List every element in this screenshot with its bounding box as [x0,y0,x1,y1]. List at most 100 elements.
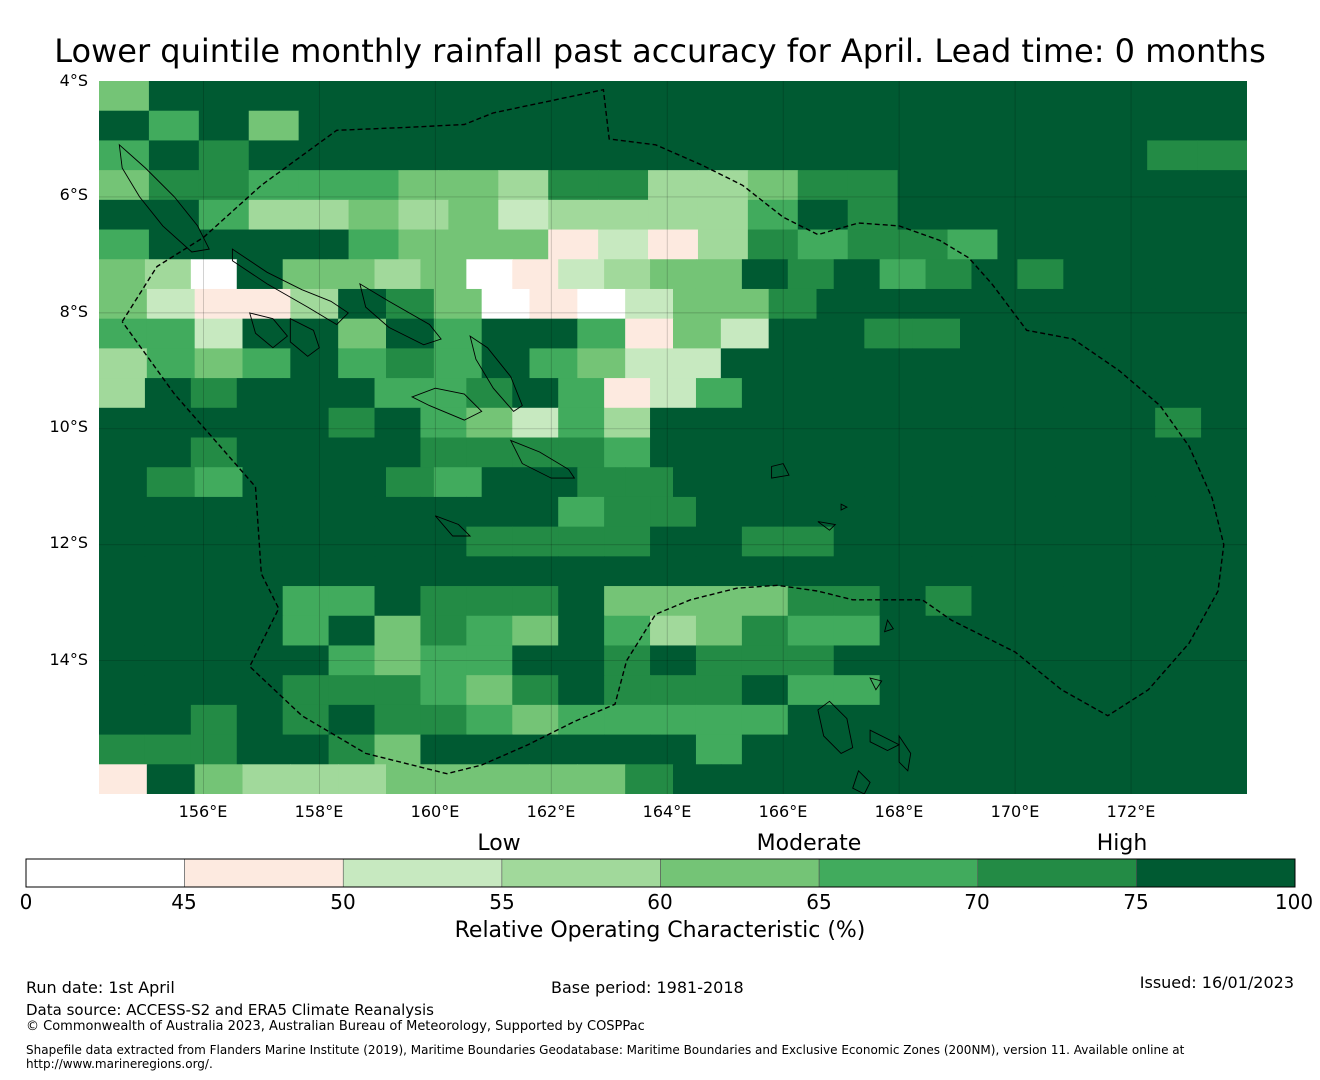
grid-cell [879,259,927,290]
grid-cell [433,467,483,498]
grid-cell [1199,348,1247,379]
grid-cell [1017,556,1064,587]
grid-cell [498,199,549,231]
grid-cell [374,645,422,676]
grid-cell [1017,704,1064,736]
grid-cell [144,556,192,587]
grid-cell [1147,199,1198,231]
grid-cell [198,199,250,231]
grid-cell [879,586,927,617]
grid-cell [290,288,339,320]
grid-cell [448,140,499,171]
grid-cell [997,81,1048,112]
grid-cell [1109,586,1156,617]
grid-cell [1155,526,1202,557]
grid-cell [741,407,789,439]
grid-cell [1155,645,1202,676]
island-coastline [434,515,472,537]
grid-cell [971,645,1018,676]
grid-cell [298,140,350,171]
grid-cell [558,675,605,706]
grid-cell [398,229,449,260]
grid-cell [558,586,605,617]
grid-cell [1155,378,1202,409]
grid-cell [1017,615,1064,647]
grid-cell [348,110,400,142]
grid-cell [1017,496,1064,528]
grid-cell [348,170,400,201]
grid-cell [190,645,238,676]
grid-cell [190,615,238,647]
grid-cell [1147,229,1198,260]
island-coastline [231,248,350,326]
island-coastline [249,312,289,349]
grid-cell [577,318,626,349]
grid-cell [879,407,927,439]
grid-cell [282,675,330,706]
grid-cell [879,556,927,587]
grid-cell [144,259,192,290]
grid-cell [548,199,599,231]
grid-cell [747,81,799,112]
grid-cell [971,675,1018,706]
grid-cell [1063,615,1110,647]
grid-cell [248,229,300,260]
grid-cell [1063,645,1110,676]
grid-cell [864,318,913,349]
lon-label-166e: 166°E [758,802,808,821]
grid-cell [925,675,973,706]
grid-cell [190,586,238,617]
grid-cell [971,704,1018,736]
grid-cell [99,318,148,349]
lon-label-160e: 160°E [410,802,460,821]
grid-cell [604,675,651,706]
grid-cell [747,229,799,260]
grid-cell [879,378,927,409]
grid-cell [328,259,376,290]
grid-cell [512,615,559,647]
grid-cell [833,675,881,706]
grid-cell [847,170,899,201]
grid-cell [99,378,146,409]
data-source: Data source: ACCESS-S2 and ERA5 Climate … [26,1001,434,1019]
grid-cell [374,496,422,528]
grid-cell [481,288,531,320]
island-coastline [469,335,523,412]
lon-label-164e: 164°E [642,802,692,821]
grid-cell [374,259,422,290]
grid-cell [529,348,578,379]
grid-cell [146,318,196,349]
grid-cell [420,675,467,706]
grid-cell [1097,110,1148,142]
colorbar-tick-100: 100 [1274,890,1314,914]
colorbar [25,858,1296,888]
grid-cell [558,259,605,290]
grid-cell [697,140,749,171]
grid-cell [1199,288,1247,320]
colorbar-tick-75: 75 [1123,890,1149,914]
grid-cell [833,586,881,617]
grid-cell [558,496,605,528]
grid-cell [190,734,238,765]
grid-cell [348,229,400,260]
grid-cell [787,378,835,409]
grid-cell [1063,259,1110,290]
grid-cell [741,556,789,587]
grid-cell [548,140,599,171]
grid-cell [604,734,651,765]
grid-cell [99,496,146,528]
grid-cell [190,407,238,439]
grid-cell [912,318,961,349]
grid-cell [1007,764,1057,794]
grid-cell [558,734,605,765]
grid-cell [695,556,743,587]
grid-cell [847,199,899,231]
grid-cell [864,288,913,320]
grid-cell [925,645,973,676]
grid-cell [650,675,697,706]
colorbar-category-low: Low [477,831,521,856]
grid-cell [1197,170,1247,201]
grid-cell [598,170,649,201]
grid-cell [947,170,999,201]
grid-cell [816,467,865,498]
